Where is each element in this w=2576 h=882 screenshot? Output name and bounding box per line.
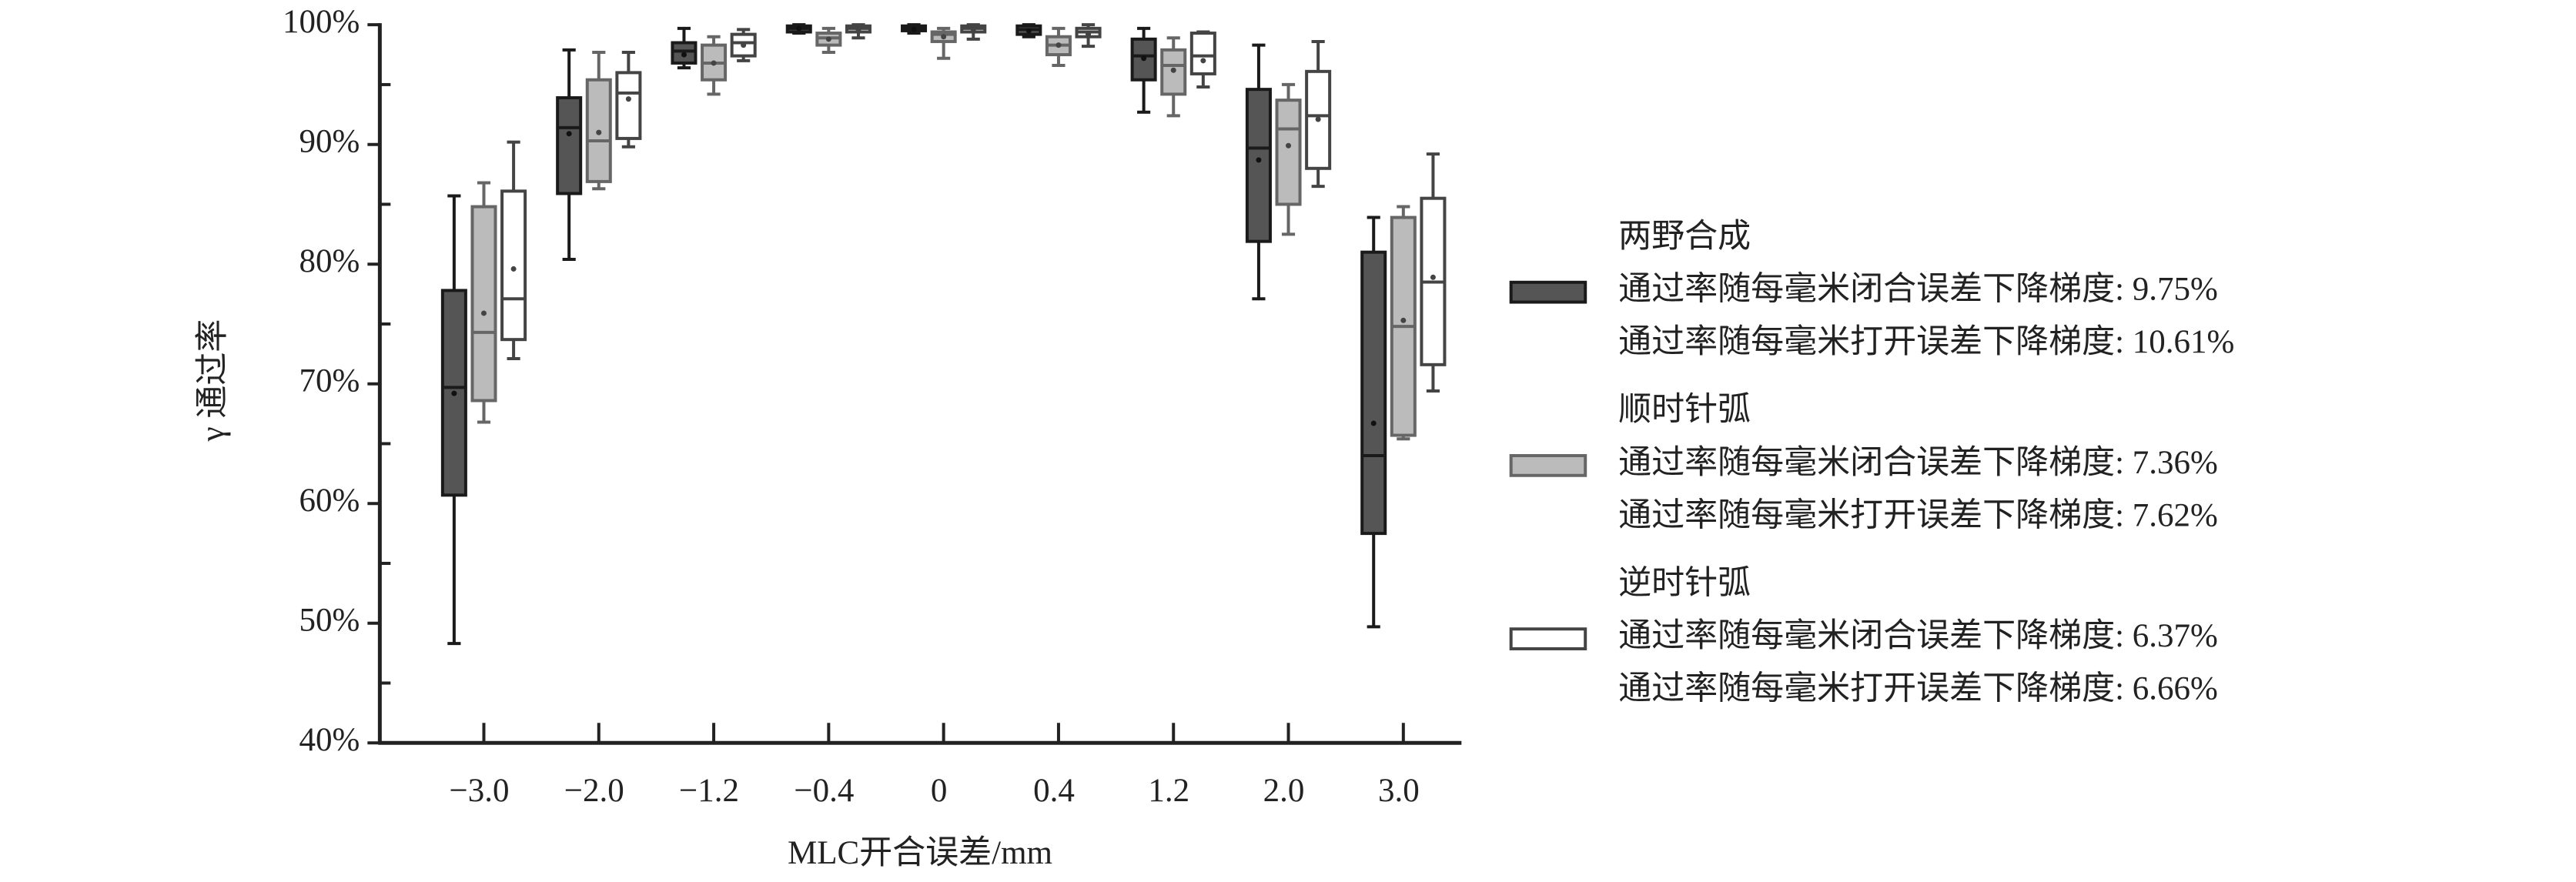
mean-dot (1086, 32, 1092, 38)
x-tick-label: 0.4 (1033, 773, 1075, 809)
legend-swatch (1509, 454, 1587, 477)
x-tick-label: 3.0 (1378, 773, 1420, 809)
y-tick-label: 80% (299, 243, 360, 279)
x-tick-label: −2.0 (564, 773, 624, 809)
mean-dot (855, 26, 861, 32)
x-tick-label: −0.4 (794, 773, 854, 809)
mean-dot (1430, 274, 1436, 280)
mean-dot (911, 26, 917, 32)
x-axis-title: MLC开合误差/mm (788, 835, 1052, 871)
mean-dot (1286, 142, 1292, 149)
y-tick-label: 60% (299, 483, 360, 519)
box (615, 71, 642, 140)
mean-dot (1141, 55, 1147, 62)
mean-dot (1256, 157, 1262, 163)
y-axis-title: γ 通过率 (194, 319, 231, 443)
legend-label: 逆时针弧 (1618, 565, 1751, 601)
box (556, 96, 583, 195)
mean-dot (796, 25, 802, 32)
box (1245, 88, 1272, 243)
legend-label: 顺时针弧 (1618, 392, 1751, 428)
mean-dot (1315, 116, 1321, 122)
y-tick-label: 70% (299, 363, 360, 399)
mean-dot (970, 28, 976, 34)
y-tick-label: 40% (299, 722, 360, 758)
legend-note: 通过率随每毫米闭合误差下降梯度: 9.75% (1618, 271, 2218, 308)
y-tick-label: 50% (299, 603, 360, 639)
box (500, 189, 527, 342)
mean-dot (681, 52, 687, 58)
mean-dot (480, 310, 487, 316)
x-tick-label: 1.2 (1148, 773, 1189, 809)
x-tick-label: 0 (931, 773, 948, 809)
mean-dot (1200, 58, 1206, 64)
mean-dot (510, 266, 517, 272)
mean-dot (711, 60, 717, 66)
x-tick-label: 2.0 (1263, 773, 1305, 809)
legend-note: 通过率随每毫米闭合误差下降梯度: 7.36% (1618, 444, 2218, 481)
mean-dot (741, 42, 747, 48)
legend-label: 两野合成 (1618, 219, 1751, 255)
mean-dot (451, 390, 457, 396)
legend-note: 通过率随每毫米闭合误差下降梯度: 6.37% (1618, 617, 2218, 654)
mean-dot (1370, 420, 1377, 426)
mean-dot (1400, 317, 1407, 323)
box (1360, 250, 1387, 536)
legend-note: 通过率随每毫米打开误差下降梯度: 6.66% (1618, 670, 2218, 707)
mean-dot (1025, 28, 1032, 34)
legend-swatch (1509, 627, 1587, 650)
mean-dot (1170, 67, 1176, 73)
x-tick-label: −1.2 (679, 773, 739, 809)
box (1275, 99, 1302, 206)
legend-note: 通过率随每毫米打开误差下降梯度: 7.62% (1618, 496, 2218, 533)
mean-dot (596, 129, 602, 135)
mean-dot (1055, 42, 1062, 48)
mean-dot (941, 34, 947, 40)
mean-dot (625, 96, 631, 102)
x-tick-label: −3.0 (449, 773, 509, 809)
legend-swatch (1509, 280, 1587, 304)
y-tick-label: 100% (283, 4, 360, 40)
mean-dot (825, 36, 831, 42)
legend-note: 通过率随每毫米打开误差下降梯度: 10.61% (1618, 323, 2234, 360)
box (470, 205, 497, 403)
mean-dot (566, 131, 572, 137)
y-tick-label: 90% (299, 124, 360, 160)
box (1189, 32, 1216, 75)
